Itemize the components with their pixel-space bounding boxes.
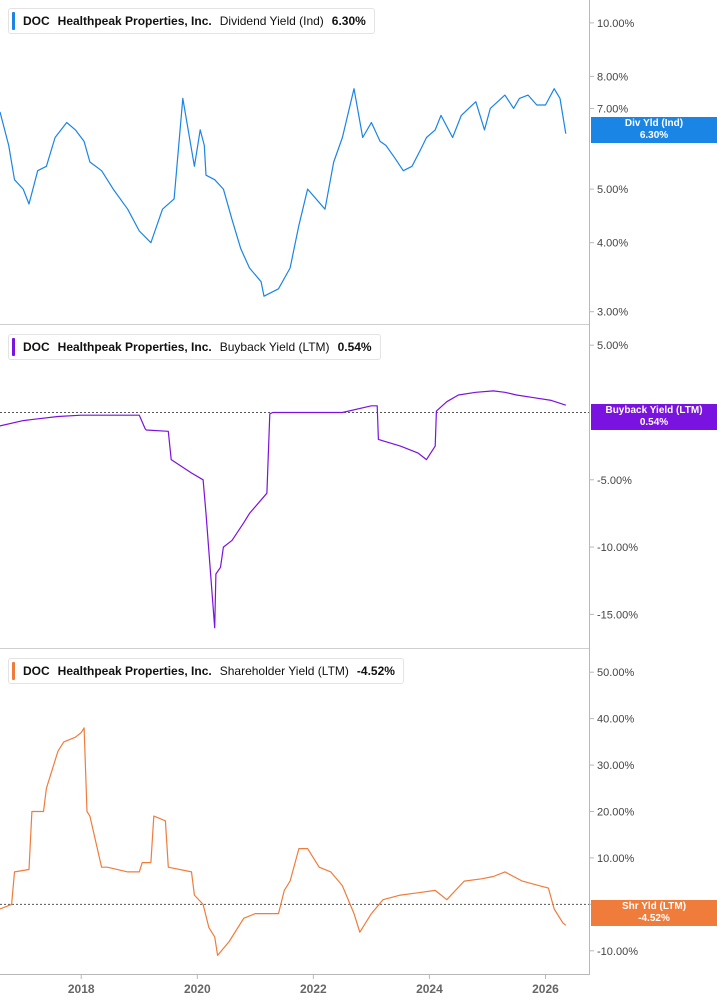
legend-value: -4.52% xyxy=(356,664,395,678)
series-swatch xyxy=(12,12,15,30)
y-tick-label: 40.00% xyxy=(597,714,635,726)
last-value-flag-shareholder: Shr Yld (LTM) -4.52% xyxy=(591,900,717,926)
last-value-flag-dividend: Div Yld (Ind) 6.30% xyxy=(591,117,717,143)
y-tick-label: 7.00% xyxy=(597,103,628,115)
x-tick-label: 2026 xyxy=(532,982,559,996)
legend-company: Healthpeak Properties, Inc. xyxy=(57,340,212,354)
y-tick-label: -5.00% xyxy=(597,475,632,487)
y-tick-label: 10.00% xyxy=(597,853,635,865)
x-tick-label: 2020 xyxy=(184,982,211,996)
y-tick-label: 3.00% xyxy=(597,307,628,319)
legend-value: 0.54% xyxy=(337,340,372,354)
series-swatch xyxy=(12,662,15,680)
pane-legend-buyback: DOC Healthpeak Properties, Inc. Buyback … xyxy=(8,334,381,360)
series-line-buyback xyxy=(0,390,566,629)
x-tick-label: 2024 xyxy=(416,982,443,996)
series-line-dividend xyxy=(0,88,567,297)
flag-series-name: Div Yld (Ind) xyxy=(624,118,684,129)
legend-value: 6.30% xyxy=(331,14,366,28)
y-tick-label: 5.00% xyxy=(597,340,628,352)
y-tick-label: 10.00% xyxy=(597,18,635,30)
flag-series-value: 6.30% xyxy=(639,130,669,141)
legend-ticker: DOC xyxy=(23,340,50,354)
flag-series-name: Shr Yld (LTM) xyxy=(621,901,687,912)
y-tick-label: 4.00% xyxy=(597,238,628,250)
legend-metric: Shareholder Yield (LTM) xyxy=(219,664,349,678)
series-line-shareholder xyxy=(0,727,567,956)
flag-series-value: -4.52% xyxy=(638,913,670,924)
y-tick-label: -10.00% xyxy=(597,542,638,554)
legend-ticker: DOC xyxy=(23,14,50,28)
legend-company: Healthpeak Properties, Inc. xyxy=(57,664,212,678)
y-tick-label: -10.00% xyxy=(597,946,638,958)
legend-metric: Dividend Yield (Ind) xyxy=(219,14,324,28)
y-tick-label: -15.00% xyxy=(597,609,638,621)
series-swatch xyxy=(12,338,15,356)
flag-series-name: Buyback Yield (LTM) xyxy=(605,405,703,416)
y-tick-label: 30.00% xyxy=(597,760,635,772)
last-value-flag-buyback: Buyback Yield (LTM) 0.54% xyxy=(591,404,717,430)
x-tick-label: 2022 xyxy=(300,982,327,996)
y-tick-label: 5.00% xyxy=(597,184,628,196)
y-tick-label: 50.00% xyxy=(597,667,635,679)
flag-series-value: 0.54% xyxy=(639,417,669,428)
legend-ticker: DOC xyxy=(23,664,50,678)
y-tick-label: 8.00% xyxy=(597,71,628,83)
pane-legend-shareholder: DOC Healthpeak Properties, Inc. Sharehol… xyxy=(8,658,404,684)
x-tick-label: 2018 xyxy=(68,982,95,996)
y-tick-label: 20.00% xyxy=(597,807,635,819)
legend-company: Healthpeak Properties, Inc. xyxy=(57,14,212,28)
pane-legend-dividend: DOC Healthpeak Properties, Inc. Dividend… xyxy=(8,8,375,34)
legend-metric: Buyback Yield (LTM) xyxy=(219,340,330,354)
